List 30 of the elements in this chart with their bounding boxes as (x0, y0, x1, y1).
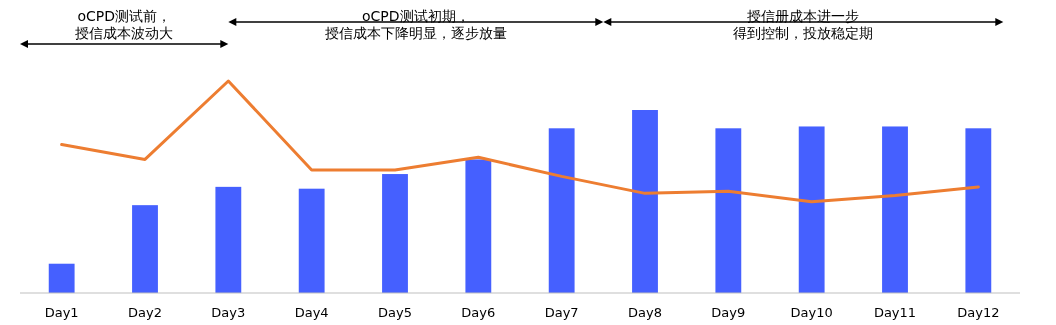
text: 授信册成本进一步 (747, 8, 860, 24)
bar (215, 186, 242, 293)
bar (382, 174, 408, 293)
text: 得到控制，投放稳定期 (733, 25, 874, 41)
x-tick-label: Day12 (957, 305, 1000, 320)
x-tick-label: Day2 (128, 305, 162, 320)
text: 授信成本下降明显，逐步放量 (324, 25, 507, 41)
bar (548, 128, 575, 293)
text: oCPD测试初期， (362, 8, 470, 24)
bar (465, 159, 492, 293)
bar (298, 188, 325, 293)
x-tick-label: Day4 (294, 305, 329, 320)
text: 授信成本波动大 (75, 25, 174, 41)
bar (882, 126, 908, 293)
x-tick-label: Day11 (873, 305, 917, 320)
x-tick-label: Day7 (544, 305, 579, 320)
x-tick-label: Day5 (378, 305, 412, 320)
bar (48, 263, 75, 293)
bar (632, 110, 658, 293)
x-tick-label: Day9 (711, 305, 746, 320)
bar (798, 126, 825, 293)
bar (715, 128, 742, 293)
bar (965, 128, 992, 293)
x-tick-label: Day8 (628, 305, 662, 320)
x-tick-label: Day3 (211, 305, 246, 320)
x-tick-label: Day1 (44, 305, 79, 320)
text: oCPD测试前， (77, 8, 171, 24)
x-tick-label: Day10 (790, 305, 833, 320)
x-tick-label: Day6 (461, 305, 496, 320)
bar (132, 205, 158, 293)
